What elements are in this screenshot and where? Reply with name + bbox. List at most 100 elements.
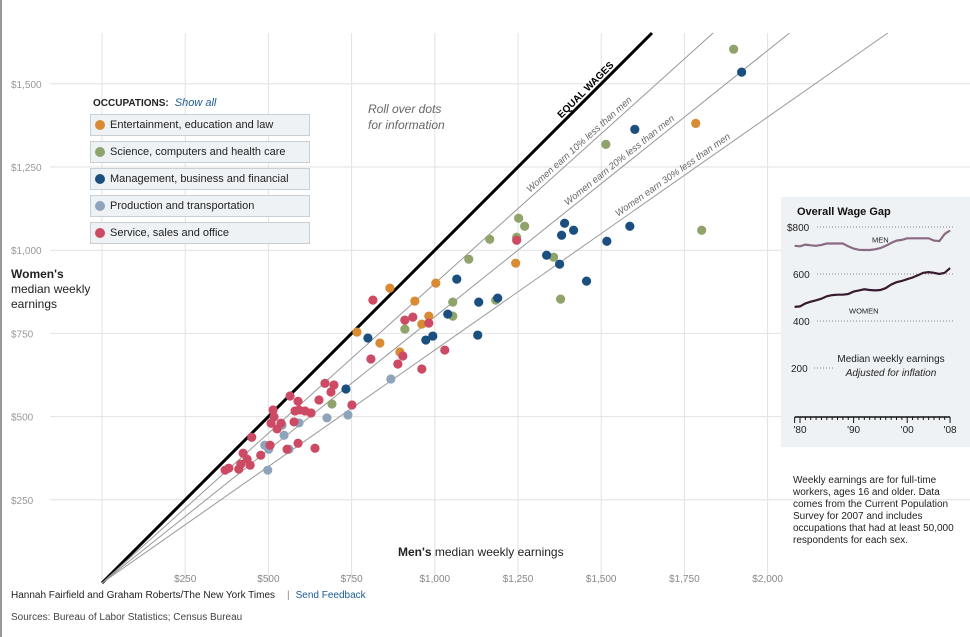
occupation-dot[interactable] [559,218,570,228]
legend-heading: OCCUPATIONS: Show all [93,97,310,109]
byline: Hannah Fairfield and Graham Roberts/The … [11,590,276,601]
legend-item[interactable]: Management, business and financial [90,168,310,190]
y-tick-label: $250 [11,496,34,507]
occupation-dot[interactable] [247,432,257,442]
occupation-dot[interactable] [428,331,438,341]
occupation-dot[interactable] [289,417,299,427]
occupation-dot[interactable] [245,460,255,470]
occupation-dot[interactable] [224,463,234,473]
occupation-dot[interactable] [452,274,462,284]
occupation-dot[interactable] [327,399,337,409]
occupation-dot[interactable] [368,295,378,305]
occupation-dot[interactable] [473,330,483,340]
legend-item-label: Service, sales and office [110,227,230,239]
occupation-dot[interactable] [520,221,530,231]
occupation-dot[interactable] [326,387,336,397]
inset-annotation: Adjusted for inflation [845,368,937,379]
occupation-dot[interactable] [555,294,566,304]
sources: Sources: Bureau of Labor Statistics; Cen… [11,612,243,623]
occupation-dot[interactable] [493,293,503,303]
occupation-dot[interactable] [400,315,410,325]
occupation-dot[interactable] [443,309,453,319]
x-tick-label: $1,000 [420,574,451,585]
occupation-dot[interactable] [729,44,739,54]
occupation-dot[interactable] [268,405,278,415]
occupation-dot[interactable] [285,391,295,401]
occupation-dot[interactable] [347,400,357,410]
send-feedback-link[interactable]: Send Feedback [295,590,366,601]
occupation-dot[interactable] [737,67,747,77]
legend-item-label: Production and transportation [110,200,255,212]
occupation-dot[interactable] [601,139,611,149]
inset-y-tick-label: $800 [787,223,810,234]
occupation-dot[interactable] [263,465,273,475]
occupation-dot[interactable] [542,250,552,260]
occupation-dot[interactable] [630,124,640,134]
occupation-dot[interactable] [320,378,330,388]
occupation-dot[interactable] [549,252,559,262]
occupation-dot[interactable] [410,296,420,306]
occupation-dot[interactable] [343,410,353,420]
occupation-dot[interactable] [485,234,495,244]
occupation-dot[interactable] [568,225,579,235]
occupation-dot[interactable] [385,283,395,293]
occupation-dot[interactable] [234,464,244,474]
occupation-dot[interactable] [272,424,282,434]
occupation-dot[interactable] [417,319,427,329]
occupation-dot[interactable] [329,380,339,390]
y-tick-label: $750 [11,329,34,340]
occupation-dot[interactable] [386,374,396,384]
occupation-dot[interactable] [474,297,484,307]
occupation-dot[interactable] [514,213,524,223]
occupation-dot[interactable] [279,430,289,440]
occupation-dot[interactable] [440,345,450,355]
occupation-dot[interactable] [293,396,303,406]
occupation-dot[interactable] [306,408,316,418]
occupation-dot[interactable] [293,438,303,448]
occupation-dot[interactable] [464,254,474,264]
x-tick-label: $1,500 [586,574,617,585]
occupation-dot[interactable] [322,413,332,423]
occupation-dot[interactable] [400,324,410,334]
occupation-dot[interactable] [314,395,324,405]
occupation-dot[interactable] [424,311,434,321]
occupation-dot[interactable] [421,335,431,345]
occupation-dot[interactable] [417,364,427,374]
legend-item[interactable]: Science, computers and health care [90,141,310,163]
occupation-dot[interactable] [555,259,565,269]
x-axis-label-bold: Men's [398,545,432,559]
occupation-dot[interactable] [512,235,522,245]
occupation-dot[interactable] [366,354,376,364]
x-tick-label: $1,750 [669,574,700,585]
occupation-dot[interactable] [341,384,351,394]
occupation-dot[interactable] [393,359,403,369]
occupation-dot[interactable] [375,338,385,348]
occupation-dot[interactable] [691,118,701,129]
occupation-dot[interactable] [448,297,458,307]
occupation-dot[interactable] [625,221,635,231]
occupation-dot[interactable] [398,351,408,361]
occupation-dot[interactable] [511,258,521,268]
occupation-dot[interactable] [424,318,434,328]
occupation-dot[interactable] [265,440,275,450]
occupation-dot[interactable] [282,444,292,454]
occupation-dot[interactable] [363,333,373,343]
occupation-dot[interactable] [697,225,707,235]
occupation-dot[interactable] [431,278,441,288]
occupation-dot[interactable] [256,450,266,460]
legend-item[interactable]: Service, sales and office [90,222,310,244]
y-axis-label-rest: median weekly earnings [11,282,91,311]
wage-gap-reference-line [101,32,714,584]
inset-annotation: Median weekly earnings [837,354,944,365]
occupation-dot[interactable] [266,418,276,428]
occupation-dot[interactable] [310,443,320,453]
occupation-dot[interactable] [408,312,418,322]
occupation-dot[interactable] [602,236,612,246]
legend-item[interactable]: Production and transportation [90,195,310,217]
legend-item[interactable]: Entertainment, education and law [90,114,310,136]
occupation-dot[interactable] [352,327,362,337]
occupation-dot[interactable] [581,276,592,286]
show-all-link[interactable]: Show all [174,97,217,109]
occupation-dot[interactable] [556,230,567,240]
